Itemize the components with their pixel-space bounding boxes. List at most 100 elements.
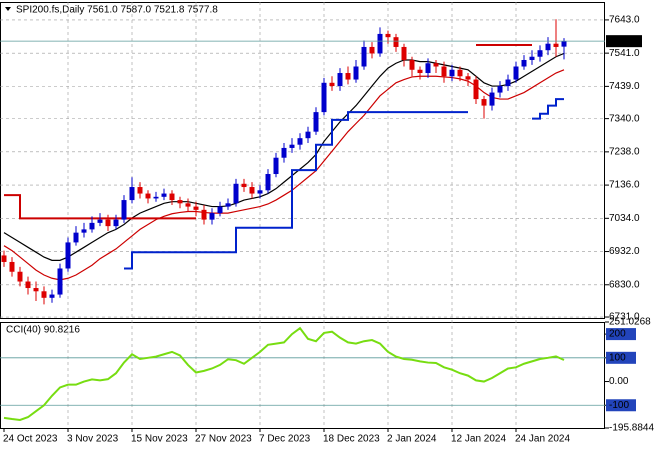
y-tick-label: 7541.0 (609, 48, 640, 59)
x-tick-label: 12 Jan 2024 (451, 434, 506, 445)
x-tick-label: 15 Nov 2023 (131, 434, 188, 445)
candle-body (305, 131, 311, 139)
y-tick-label: 6830.0 (609, 279, 640, 290)
candle-body (81, 229, 87, 233)
chart-title: SPI200.fs,Daily 7561.0 7587.0 7521.8 757… (16, 5, 218, 16)
cci-panel (0, 322, 605, 429)
candle-body (161, 193, 167, 197)
candle-body (465, 76, 471, 80)
candle-body (521, 59, 527, 67)
candle-body (409, 59, 415, 70)
candle-body (401, 46, 407, 60)
candle-body (377, 33, 383, 54)
series-line (3, 52, 565, 261)
candle-body (241, 183, 247, 188)
x-tick-label: 3 Nov 2023 (67, 434, 119, 445)
candle-body (201, 209, 207, 220)
series-line (3, 326, 565, 421)
y-tick-label: 251.0268 (609, 317, 651, 328)
candle-body (289, 144, 295, 148)
candle-body (33, 288, 39, 292)
candle-body (505, 79, 511, 87)
y-tick-label: 100 (609, 352, 626, 363)
y-tick-label: 6932.0 (609, 246, 640, 257)
menu-icon (5, 7, 11, 11)
candle-body (513, 66, 519, 80)
series-line (3, 69, 565, 281)
last-price-box (606, 35, 642, 48)
candle-body (361, 46, 367, 67)
candle-body (225, 203, 231, 207)
y-tick-label: 7340.0 (609, 113, 640, 124)
y-tick-label: 200 (609, 329, 626, 340)
y-tick-label: 7439.0 (609, 81, 640, 92)
candle-body (1, 255, 7, 262)
x-tick-label: 2 Jan 2024 (387, 434, 437, 445)
candle-body (473, 79, 479, 100)
candle-body (449, 69, 455, 77)
candle-body (529, 56, 535, 60)
x-tick-label: 24 Jan 2024 (515, 434, 570, 445)
candle-body (121, 200, 127, 220)
candle-body (481, 99, 487, 106)
y-tick-label: -195.8844 (609, 423, 654, 434)
candle-body (265, 174, 271, 191)
y-tick-label: 0.00 (609, 376, 629, 387)
candle-body (553, 43, 559, 47)
cci-title: CCI(40) 90.8216 (6, 325, 80, 336)
candle-body (393, 37, 399, 47)
candle-body (41, 291, 47, 298)
candle-body (337, 73, 343, 87)
candle-body (345, 73, 351, 80)
candle-body (297, 138, 303, 145)
candle-body (185, 203, 191, 207)
tick-label-box (606, 399, 636, 412)
candle-body (177, 200, 183, 204)
candle-body (89, 222, 95, 230)
candle-body (49, 294, 55, 298)
candle-body (153, 196, 159, 199)
main-panel (0, 2, 605, 319)
y-tick-label: 7643.0 (609, 15, 640, 26)
candle-body (25, 281, 31, 289)
candle-body (417, 69, 423, 74)
candle-body (65, 242, 71, 269)
candle-body (561, 41, 567, 47)
candle-body (425, 63, 431, 74)
x-tick-label: 18 Dec 2023 (323, 434, 380, 445)
y-tick-label: -100 (609, 400, 629, 411)
candle-body (321, 82, 327, 113)
candle-body (233, 183, 239, 204)
y-tick-label: 6731.0 (609, 312, 640, 323)
candle-body (105, 219, 111, 227)
candle-body (193, 206, 199, 210)
tick-label-box (606, 351, 636, 364)
series-line (124, 98, 564, 270)
candle-body (9, 261, 15, 272)
y-tick-label: 7136.0 (609, 180, 640, 191)
candle-body (73, 232, 79, 243)
candle-body (385, 33, 391, 38)
candle-body (497, 86, 503, 93)
candle-body (457, 69, 463, 77)
candle-body (281, 147, 287, 158)
tick-label-box (606, 328, 636, 341)
x-tick-label: 27 Nov 2023 (195, 434, 252, 445)
candle-body (169, 193, 175, 201)
candle-body (353, 66, 359, 80)
candle-body (145, 193, 151, 199)
candle-body (113, 219, 119, 227)
candle-body (433, 63, 439, 67)
candle-body (369, 46, 375, 54)
candle-body (257, 190, 263, 194)
candle-body (313, 112, 319, 132)
x-tick-label: 24 Oct 2023 (3, 434, 58, 445)
candle-body (545, 43, 551, 51)
candle-body (129, 187, 135, 201)
candle-body (209, 213, 215, 220)
candle-body (329, 82, 335, 87)
candle-body (137, 187, 143, 194)
y-tick-label: 7238.0 (609, 146, 640, 157)
last-price-label: 7577.8 (609, 36, 640, 47)
